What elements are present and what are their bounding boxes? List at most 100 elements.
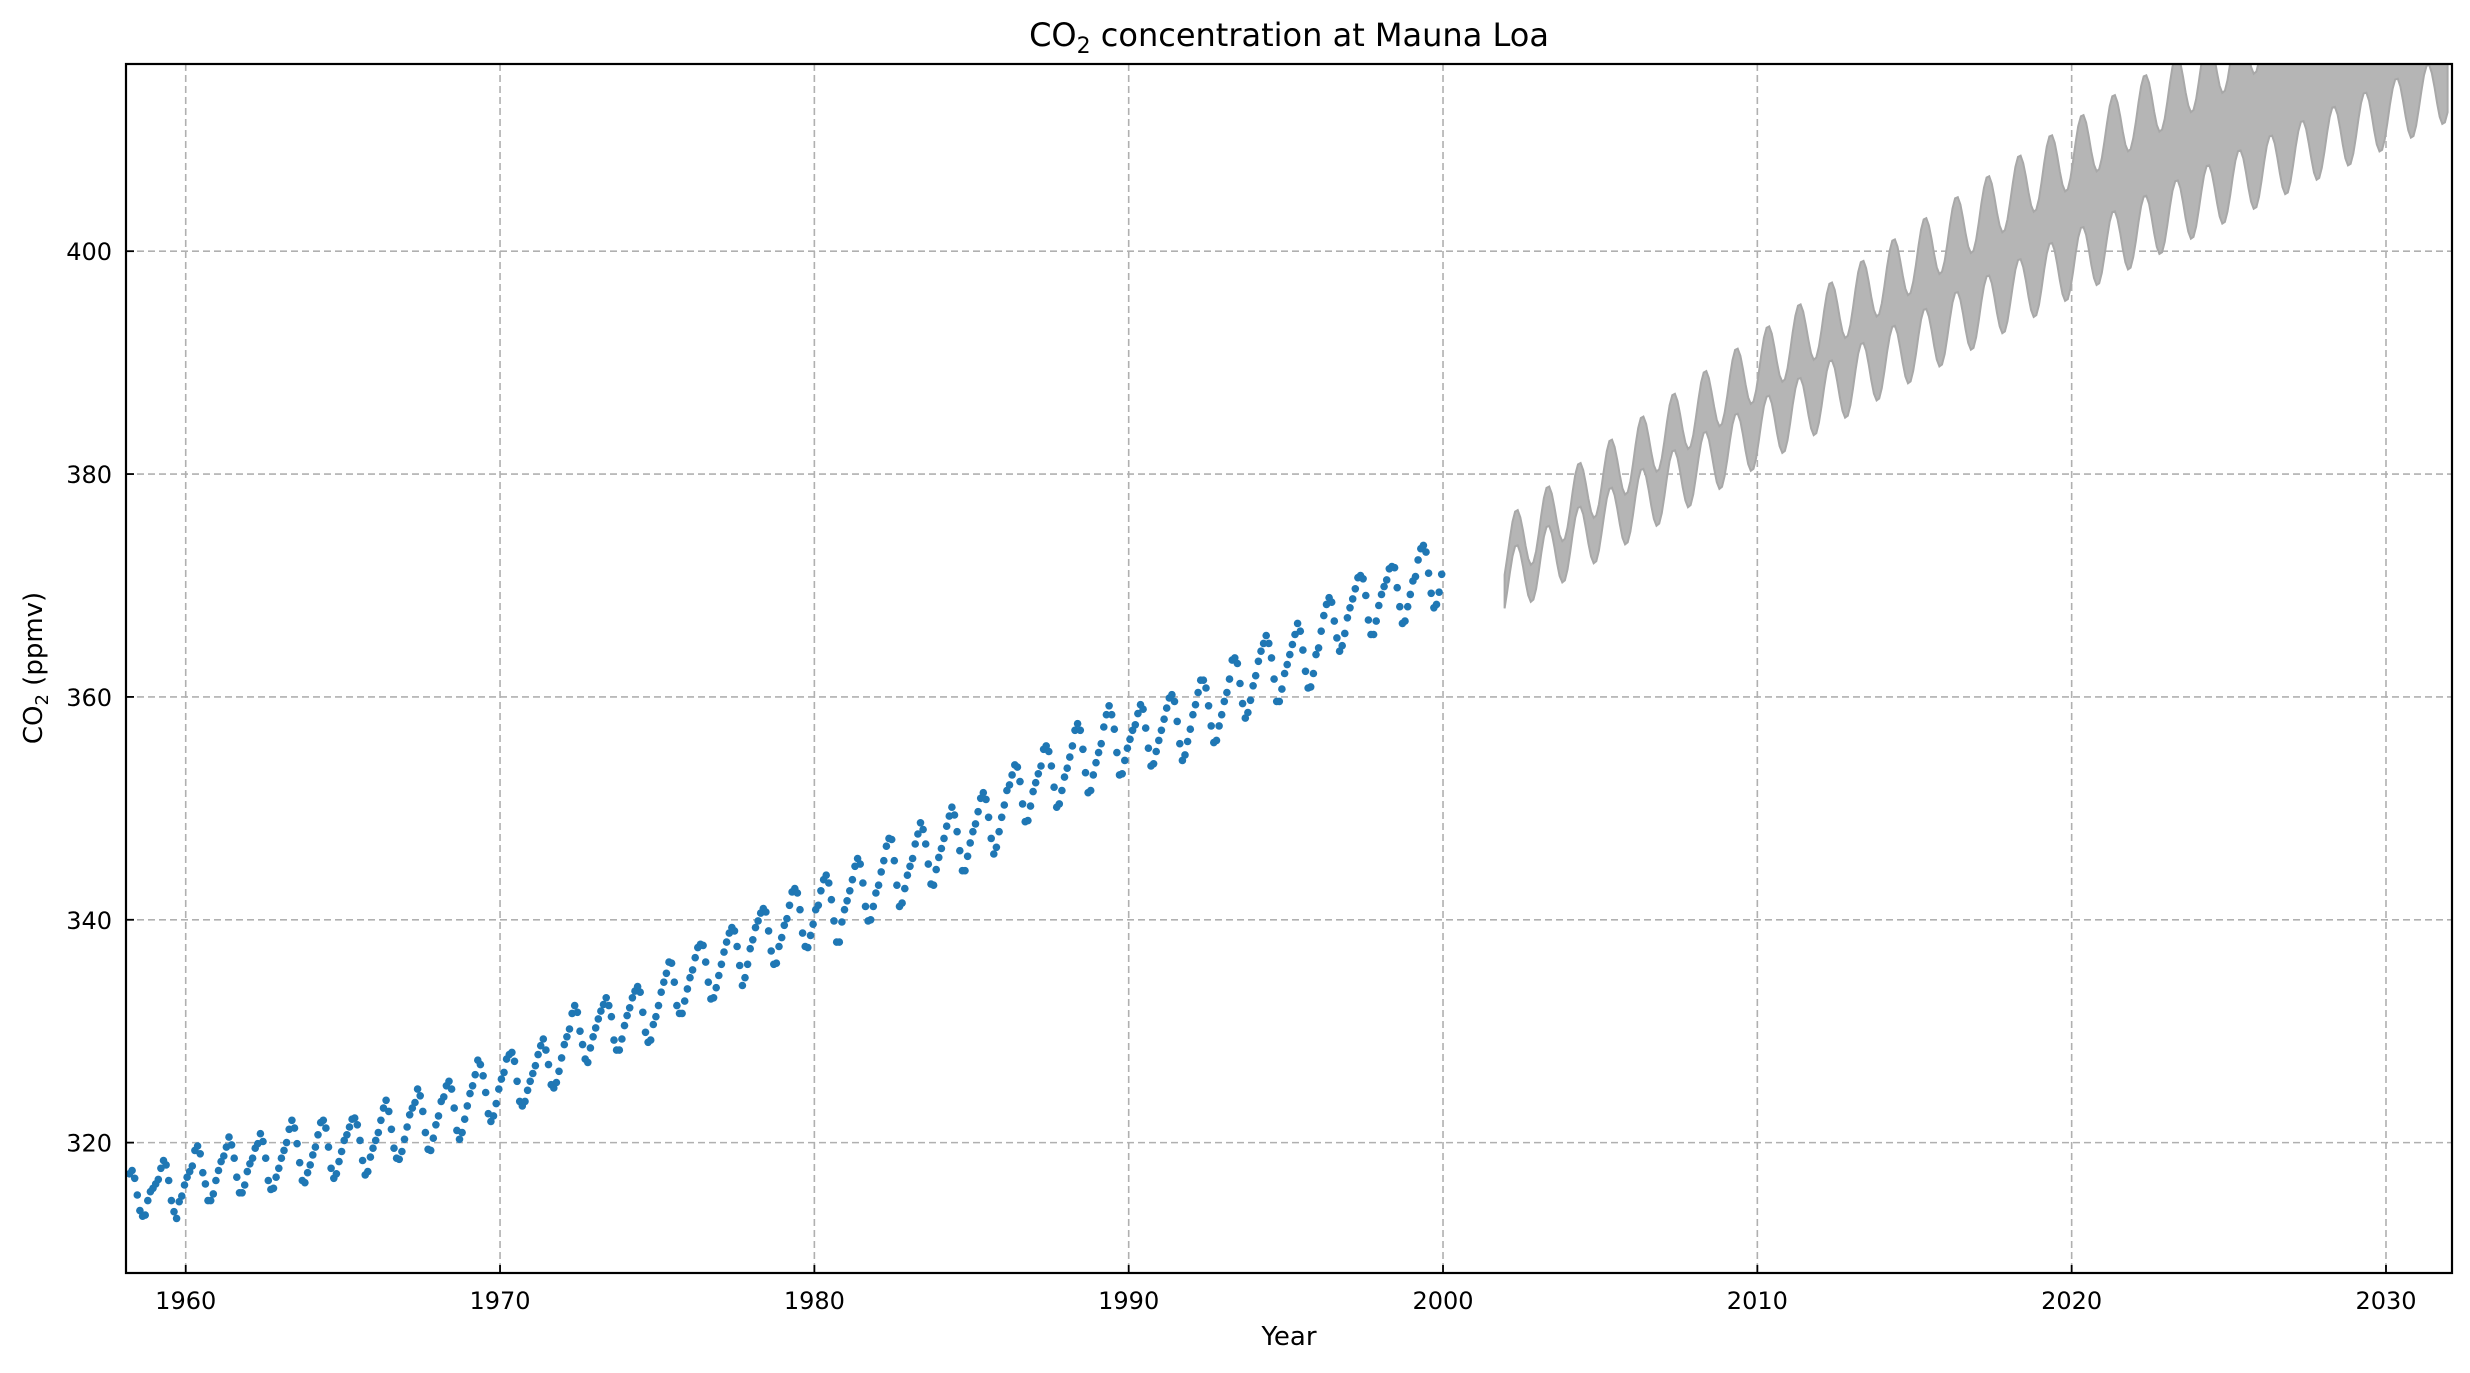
observed-point xyxy=(667,959,676,967)
x-tick-label: 2030 xyxy=(2355,1287,2416,1315)
observed-point xyxy=(1107,710,1116,719)
observed-point xyxy=(1372,617,1380,625)
observed-point xyxy=(1086,786,1095,795)
observed-point xyxy=(1073,719,1082,728)
observed-point xyxy=(767,947,775,955)
observed-point xyxy=(680,997,689,1005)
observed-point xyxy=(623,1011,631,1020)
observed-point xyxy=(1283,660,1291,669)
observed-point xyxy=(426,1146,435,1155)
observed-point xyxy=(364,1167,372,1176)
observed-point xyxy=(856,860,864,868)
observed-point xyxy=(1238,699,1247,708)
y-axis-label: CO2 (ppmv) xyxy=(19,592,53,744)
observed-point xyxy=(1016,777,1024,786)
observed-point xyxy=(400,1135,409,1144)
observed-point xyxy=(827,895,836,904)
observed-point xyxy=(225,1133,233,1141)
plot-frame xyxy=(124,62,2454,1275)
observed-point xyxy=(911,840,919,848)
observed-point xyxy=(1173,717,1181,726)
observed-point xyxy=(1330,617,1339,625)
observed-point xyxy=(240,1181,249,1189)
x-tick-label: 1990 xyxy=(1098,1287,1159,1315)
observed-point xyxy=(1403,602,1412,611)
observed-point xyxy=(969,827,977,836)
observed-point xyxy=(704,978,713,986)
observed-point xyxy=(738,981,747,990)
observed-point xyxy=(817,887,825,895)
observed-point xyxy=(1031,778,1040,787)
observed-point xyxy=(777,933,786,942)
observed-point xyxy=(963,852,972,861)
observed-point xyxy=(421,1128,430,1137)
observed-point xyxy=(1393,583,1401,592)
observed-point xyxy=(164,1176,173,1185)
y-tick-label: 400 xyxy=(66,238,112,266)
observed-point xyxy=(529,1069,537,1078)
observed-point xyxy=(542,1046,550,1054)
observed-point xyxy=(919,825,927,834)
observed-point xyxy=(382,1096,390,1105)
observed-point xyxy=(997,813,1006,822)
observed-point xyxy=(751,923,760,932)
observed-point xyxy=(772,959,781,967)
observed-point xyxy=(1168,690,1176,699)
observed-point xyxy=(301,1178,309,1187)
observed-point xyxy=(1217,710,1226,719)
observed-point xyxy=(1437,570,1446,579)
observed-point xyxy=(337,1147,346,1156)
ylabel-main: CO xyxy=(19,706,49,745)
observed-point xyxy=(358,1156,367,1165)
observed-point xyxy=(835,938,844,946)
observed-point xyxy=(495,1085,503,1093)
observed-point xyxy=(1189,710,1197,719)
observed-point xyxy=(374,1128,383,1137)
observed-point xyxy=(1029,787,1037,796)
observed-point xyxy=(1309,669,1318,678)
observed-point xyxy=(1390,563,1399,572)
observed-point xyxy=(662,969,671,978)
observed-point xyxy=(1327,598,1336,606)
observed-point xyxy=(636,988,644,996)
observed-point xyxy=(238,1189,246,1197)
observed-point xyxy=(1202,684,1210,692)
observed-point xyxy=(1296,627,1305,635)
observed-point xyxy=(206,1196,215,1205)
observed-point xyxy=(846,887,854,895)
observed-point xyxy=(188,1162,197,1170)
observed-point xyxy=(749,936,757,944)
observed-point xyxy=(201,1180,210,1188)
ylabel-subscript: 2 xyxy=(32,694,53,705)
observed-point xyxy=(1204,702,1213,710)
observed-point xyxy=(356,1136,364,1145)
observed-point xyxy=(785,901,794,910)
observed-point xyxy=(825,879,833,887)
observed-point xyxy=(557,1054,566,1062)
observed-point xyxy=(277,1154,286,1162)
observed-point xyxy=(992,843,1001,852)
observed-point xyxy=(1126,735,1134,744)
observed-point xyxy=(639,1008,647,1017)
observed-point xyxy=(652,1012,660,1021)
observed-point xyxy=(288,1116,296,1125)
observed-point xyxy=(733,942,741,951)
observed-point xyxy=(932,865,940,874)
x-tick-label: 2010 xyxy=(1727,1287,1788,1315)
observed-point xyxy=(560,1040,569,1049)
observed-point xyxy=(979,788,988,797)
observed-point xyxy=(513,1077,521,1086)
observed-point xyxy=(497,1075,506,1083)
observed-point xyxy=(1018,800,1027,808)
observed-point xyxy=(1191,700,1200,709)
observed-point xyxy=(1343,614,1352,622)
observed-point xyxy=(369,1144,377,1152)
observed-point xyxy=(848,875,857,884)
observed-point xyxy=(371,1136,380,1145)
observed-point xyxy=(1144,744,1153,752)
observed-point xyxy=(618,1035,626,1043)
observed-point xyxy=(1000,801,1009,809)
observed-point xyxy=(937,844,946,853)
observed-point xyxy=(1047,762,1056,770)
observed-point xyxy=(1089,771,1098,779)
